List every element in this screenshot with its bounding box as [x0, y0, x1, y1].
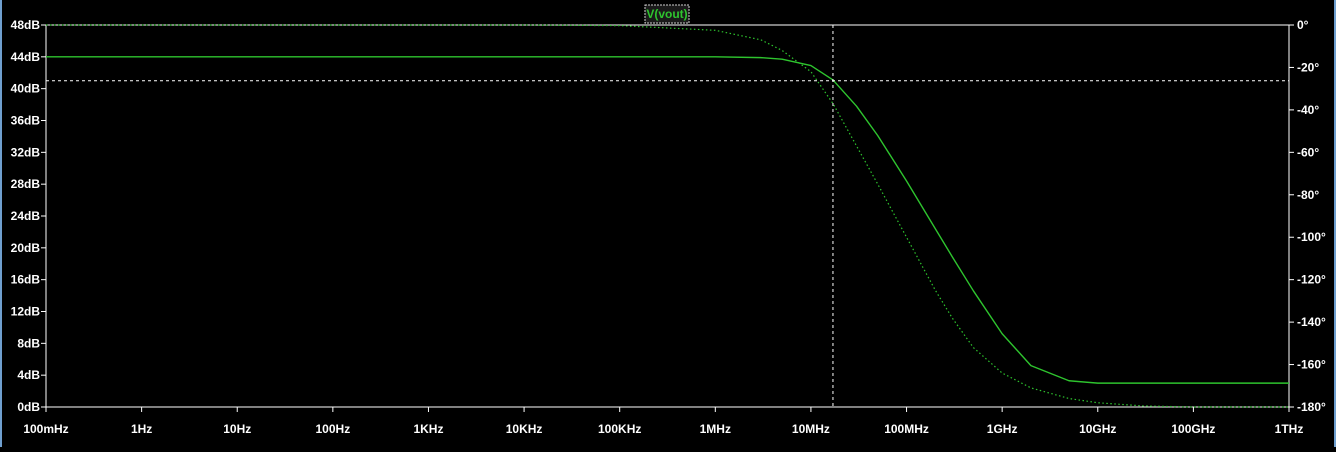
axes: 100mHz 1Hz 10Hz 100Hz 1KHz 10KHz 100KHz 1MHz 10M…: [11, 18, 1326, 436]
y-right-tick-label: -40°: [1297, 103, 1319, 117]
trace-label[interactable]: V(vout): [646, 7, 687, 21]
y-left-tick-label: 8dB: [17, 336, 40, 350]
x-tick-label: 1THz: [1275, 422, 1304, 436]
y-left-tick-label: 48dB: [11, 18, 41, 32]
y-right-tick-label: 0°: [1297, 18, 1309, 32]
y-right-tick-label: -140°: [1297, 315, 1326, 329]
y-left-tick-label: 32dB: [11, 145, 41, 159]
y-right-tick-label: -80°: [1297, 188, 1319, 202]
x-tick-label: 100mHz: [23, 422, 68, 436]
trace-label-box[interactable]: [644, 4, 690, 24]
x-tick-label: 100MHz: [884, 422, 929, 436]
y-right-tick-label: -160°: [1297, 358, 1326, 372]
series-group: [46, 24, 1289, 408]
y-left-tick-label: 12dB: [11, 305, 41, 319]
x-tick-label: 10KHz: [506, 422, 543, 436]
y-left-tick-label: 16dB: [11, 273, 41, 287]
x-tick-label: 100Hz: [316, 422, 351, 436]
x-tick-label: 100GHz: [1171, 422, 1215, 436]
y-left-tick-label: 24dB: [11, 209, 41, 223]
x-tick-label: 1MHz: [700, 422, 731, 436]
y-right-tick-label: -100°: [1297, 230, 1326, 244]
cursor-crosshair[interactable]: [46, 25, 1289, 407]
x-tick-label: 1GHz: [987, 422, 1018, 436]
magnitude-trace: [46, 56, 1289, 384]
x-tick-label: 1Hz: [131, 422, 152, 436]
y-left-tick-label: 0dB: [17, 400, 40, 414]
y-left-tick-label: 4dB: [17, 368, 40, 382]
trace-label-group[interactable]: V(vout): [644, 4, 690, 24]
x-tick-label: 10GHz: [1079, 422, 1116, 436]
x-tick-label: 10Hz: [223, 422, 251, 436]
y-left-tick-label: 28dB: [11, 177, 41, 191]
y-left-tick-label: 40dB: [11, 82, 41, 96]
x-tick-label: 10MHz: [792, 422, 830, 436]
y-right-tick-label: -60°: [1297, 145, 1319, 159]
y-left-tick-label: 36dB: [11, 114, 41, 128]
y-right-tick-label: -120°: [1297, 273, 1326, 287]
y-left-tick-label: 20dB: [11, 241, 41, 255]
x-tick-label: 1KHz: [413, 422, 443, 436]
y-left-tick-label: 44dB: [11, 50, 41, 64]
y-right-tick-label: -20°: [1297, 60, 1319, 74]
y-right-tick-label: -180°: [1297, 400, 1326, 414]
x-tick-label: 100KHz: [598, 422, 641, 436]
